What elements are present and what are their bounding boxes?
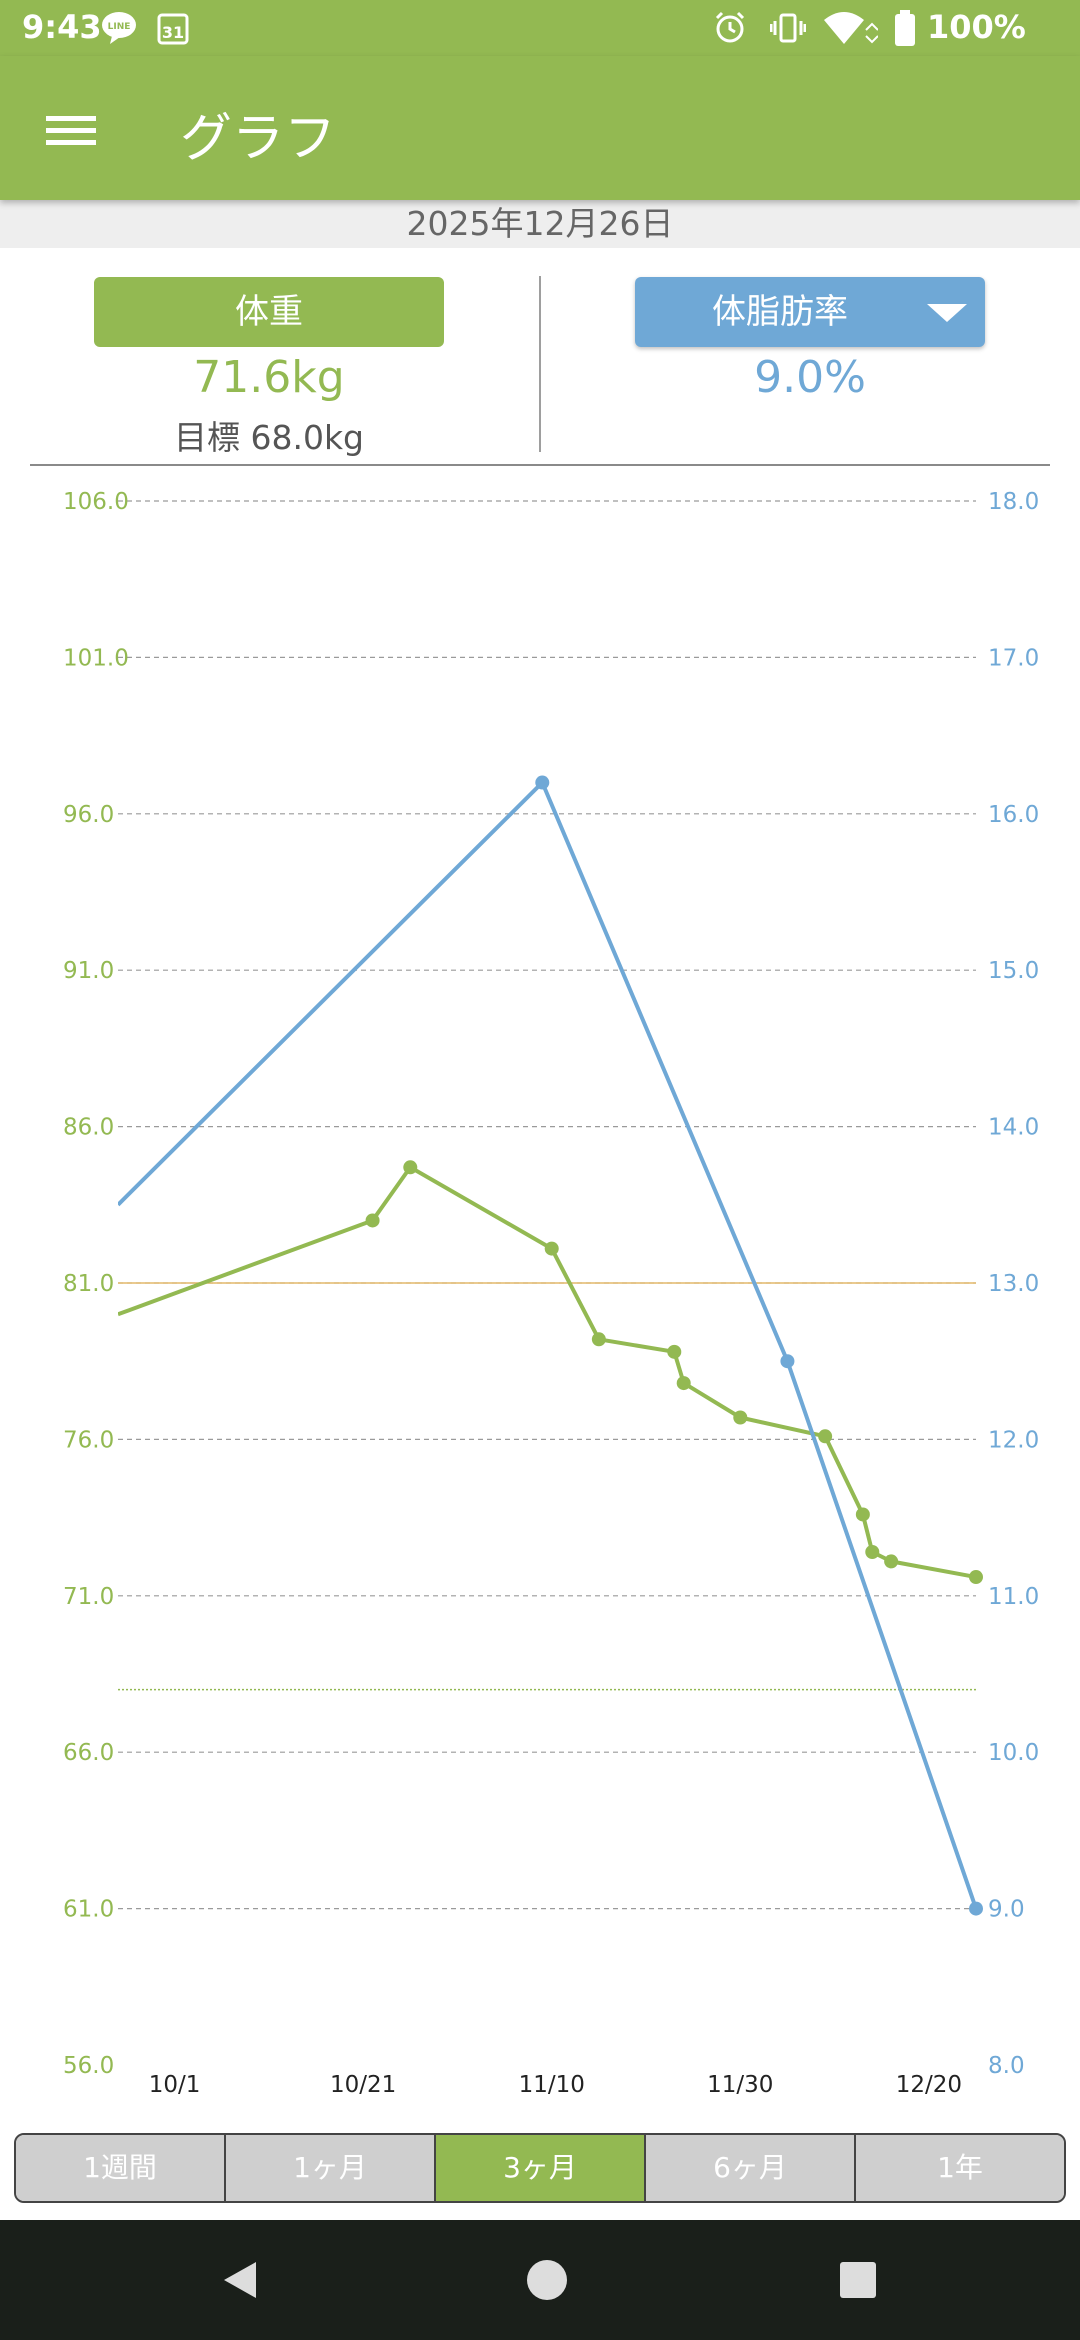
battery-percent: 100% [927, 8, 1026, 46]
y-left-tick-label: 86.0 [63, 1115, 114, 1141]
weight-goal: 目標 68.0kg [173, 418, 365, 457]
y-left-tick-label: 106.0 [63, 489, 129, 515]
y-right-tick-label: 13.0 [988, 1271, 1039, 1297]
weight-series-button[interactable]: 体重 [94, 277, 444, 347]
summary-panel: 体重 71.6kg 目標 68.0kg 体脂肪率 9.0% [0, 248, 1080, 468]
range-tab-2[interactable]: 3ヶ月 [436, 2135, 646, 2201]
home-circle-icon[interactable] [507, 2220, 587, 2340]
data-point-weight [403, 1160, 418, 1175]
y-right-tick-label: 8.0 [988, 2053, 1025, 2079]
y-left-tick-label: 71.0 [63, 1584, 114, 1610]
weight-bodyfat-chart[interactable]: 106.0 101.0 96.0 91.0 86.0 81.0 76.0 71.0 66.0 61… [0, 470, 1080, 2100]
data-point-weight [676, 1376, 691, 1391]
data-point-weight [818, 1429, 833, 1444]
y-left-tick-label: 96.0 [63, 802, 114, 828]
y-left-tick-label: 66.0 [63, 1740, 114, 1766]
alarm-icon [715, 11, 745, 43]
recents-square-icon[interactable] [818, 2220, 898, 2340]
y-right-tick-label: 12.0 [988, 1427, 1039, 1453]
weight-value: 71.6kg [193, 352, 345, 403]
range-tab-4[interactable]: 1年 [856, 2135, 1064, 2201]
y-left-tick-label: 76.0 [63, 1427, 114, 1453]
system-nav-bar [0, 2220, 1080, 2340]
x-tick-label: 12/20 [896, 2072, 962, 2098]
chart-canvas: 106.0 101.0 96.0 91.0 86.0 81.0 76.0 71.0 66.0 61… [63, 489, 1039, 2098]
page-title: グラフ [180, 109, 337, 169]
status-bar: 9:43 LINE 31 100% [0, 0, 1080, 56]
data-point-weight [865, 1545, 880, 1560]
range-tab-3[interactable]: 6ヶ月 [646, 2135, 856, 2201]
wifi-icon [824, 12, 878, 44]
x-tick-label: 11/30 [707, 2072, 773, 2098]
y-right-tick-label: 17.0 [988, 645, 1039, 671]
y-left-tick-label: 61.0 [63, 1897, 114, 1923]
line-app-icon: LINE [102, 12, 136, 44]
data-point-weight [884, 1554, 899, 1569]
hamburger-menu-icon[interactable] [26, 96, 116, 166]
bodyfat-value: 9.0% [754, 352, 866, 403]
data-point-bodyfat [969, 1901, 983, 1916]
data-point-weight [855, 1507, 870, 1522]
y-right-tick-label: 11.0 [988, 1584, 1039, 1610]
summary-divider [539, 276, 541, 452]
range-tab-0[interactable]: 1週間 [16, 2135, 226, 2201]
svg-text:31: 31 [162, 23, 184, 42]
y-right-tick-label: 16.0 [988, 802, 1039, 828]
data-point-weight [544, 1241, 559, 1256]
summary-divider-horizontal [30, 464, 1050, 466]
data-point-weight [591, 1332, 606, 1347]
x-tick-label: 10/21 [330, 2072, 396, 2098]
data-point-bodyfat [780, 1354, 795, 1369]
range-tab-bar: 1週間 1ヶ月 3ヶ月 6ヶ月 1年 [14, 2133, 1066, 2203]
svg-text:LINE: LINE [108, 22, 131, 32]
back-triangle-icon[interactable] [200, 2220, 280, 2340]
x-tick-label: 11/10 [519, 2072, 585, 2098]
y-right-tick-label: 15.0 [988, 958, 1039, 984]
y-left-tick-label: 91.0 [63, 958, 114, 984]
data-point-weight [733, 1410, 748, 1425]
series-line-bodyfat [118, 780, 978, 1910]
calendar-icon: 31 [157, 13, 189, 45]
vibrate-icon [770, 13, 806, 43]
bodyfat-dropdown-label: 体脂肪率 [712, 292, 848, 332]
dropdown-caret-icon [927, 304, 967, 322]
x-tick-label: 10/1 [149, 2072, 201, 2098]
data-point-bodyfat [535, 775, 550, 790]
battery-icon [895, 10, 915, 46]
y-right-tick-label: 18.0 [988, 489, 1039, 515]
date-display: 2025年12月26日 [0, 200, 1080, 248]
data-point-weight [365, 1213, 380, 1228]
bodyfat-series-dropdown[interactable]: 体脂肪率 [635, 277, 985, 347]
status-time: 9:43 [22, 8, 102, 46]
y-left-tick-label: 101.0 [63, 645, 129, 671]
app-bar: グラフ [0, 56, 1080, 200]
y-left-tick-label: 56.0 [63, 2053, 114, 2079]
y-right-tick-label: 14.0 [988, 1115, 1039, 1141]
y-right-tick-label: 9.0 [988, 1897, 1025, 1923]
series-line-weight [118, 1165, 977, 1579]
y-right-tick-label: 10.0 [988, 1740, 1039, 1766]
data-point-weight [667, 1344, 682, 1359]
y-left-tick-label: 81.0 [63, 1271, 114, 1297]
range-tab-1[interactable]: 1ヶ月 [226, 2135, 436, 2201]
data-point-weight [969, 1570, 983, 1585]
